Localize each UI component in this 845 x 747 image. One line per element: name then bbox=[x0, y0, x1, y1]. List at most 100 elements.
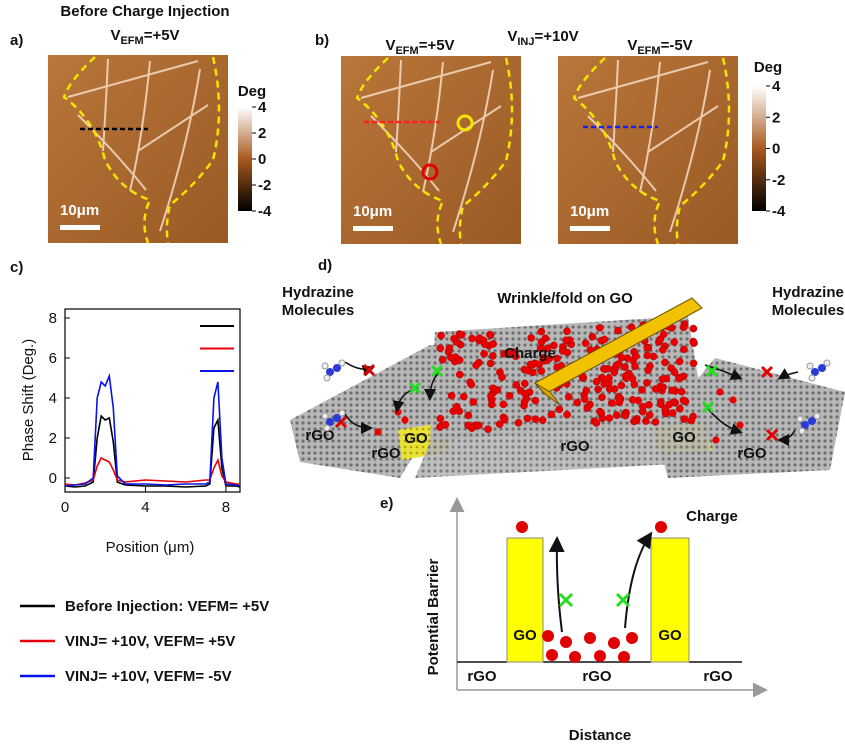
x-tick-label: 0 bbox=[61, 499, 69, 516]
scale-bar-label: 10μm bbox=[60, 202, 99, 219]
scale-bar-label: 10μm bbox=[570, 203, 609, 220]
charge-dot bbox=[475, 421, 483, 430]
charge-dot bbox=[659, 345, 667, 354]
charge-dot bbox=[592, 377, 601, 386]
data-line bbox=[64, 456, 240, 486]
charge-dot bbox=[621, 363, 629, 371]
pass-marks bbox=[408, 364, 719, 414]
charge-dot bbox=[486, 330, 494, 339]
charge-dot bbox=[498, 373, 506, 382]
go-label: GO bbox=[404, 430, 428, 447]
charge-dot bbox=[670, 338, 679, 346]
charge-dot bbox=[520, 397, 529, 406]
charge-dot bbox=[489, 384, 497, 393]
charge-dot bbox=[729, 396, 737, 404]
charge-dot bbox=[600, 364, 608, 373]
charge-dot bbox=[512, 381, 521, 389]
colorbar-tick-label: -2 bbox=[772, 172, 785, 189]
data-line bbox=[64, 372, 241, 487]
y-tick-label: 6 bbox=[49, 350, 57, 367]
charge-dot bbox=[621, 411, 630, 420]
charge-dot bbox=[484, 425, 492, 434]
charge-dot bbox=[563, 348, 572, 357]
charge-dot bbox=[489, 340, 498, 348]
charge-dot bbox=[531, 415, 540, 424]
charge-dot bbox=[679, 323, 688, 332]
charge-dot bbox=[527, 334, 536, 342]
charge-dot bbox=[437, 331, 445, 340]
rgo-label: rGO bbox=[737, 445, 767, 462]
y-tick-label: 8 bbox=[49, 310, 57, 327]
panel-label: e) bbox=[380, 495, 393, 512]
panel-label: d) bbox=[318, 257, 332, 274]
charge-dot bbox=[646, 411, 654, 419]
pass-marks bbox=[558, 592, 631, 608]
charge-dot bbox=[628, 395, 637, 404]
panel-a: a) Before Charge Injection VEFM=+5V 10μm… bbox=[10, 3, 266, 245]
charge-dot bbox=[656, 335, 665, 344]
go-barrier bbox=[506, 537, 544, 663]
charge-dot bbox=[675, 357, 684, 366]
charge-dot bbox=[486, 359, 495, 368]
charge-dot bbox=[651, 418, 660, 426]
molecule-label: Molecules bbox=[772, 302, 845, 319]
molecule-label: Hydrazine bbox=[772, 284, 844, 301]
charge-dot bbox=[638, 386, 646, 394]
charge-dot bbox=[675, 374, 684, 383]
rgo-label: rGO bbox=[305, 427, 335, 444]
y-tick-label: 4 bbox=[49, 390, 57, 407]
charge-dot bbox=[468, 424, 476, 432]
charge-dot bbox=[712, 436, 720, 444]
colorbar-label: Deg bbox=[754, 59, 782, 76]
charge-dot bbox=[630, 380, 639, 389]
charge-dot bbox=[736, 421, 744, 429]
charge-dot bbox=[480, 349, 488, 358]
charge-dot bbox=[598, 393, 606, 402]
rgo-label: rGO bbox=[467, 668, 497, 685]
colorbar-tick-label: 2 bbox=[258, 125, 266, 142]
charge-dot bbox=[581, 339, 590, 348]
charge-dot bbox=[643, 378, 651, 387]
charge-dot bbox=[452, 402, 461, 411]
charge-dot bbox=[676, 404, 684, 413]
charge-dot bbox=[565, 392, 573, 401]
charge-dot bbox=[468, 334, 476, 343]
charge-dot bbox=[464, 411, 473, 420]
charge-dot bbox=[521, 379, 529, 388]
charge-dot bbox=[547, 410, 556, 419]
legend-label: VINJ= +10V, VEFM= +5V bbox=[65, 633, 235, 650]
colorbar-tick-label: -4 bbox=[258, 203, 272, 220]
colorbar bbox=[752, 86, 766, 211]
charge-dot bbox=[670, 368, 679, 377]
condition: VEFM=-5V bbox=[627, 37, 692, 57]
charge-dot bbox=[643, 351, 652, 360]
charge-dot bbox=[614, 360, 623, 368]
legend-label: Before Injection: VEFM= +5V bbox=[65, 598, 269, 615]
charge-dot bbox=[680, 345, 688, 354]
go-label: GO bbox=[658, 627, 682, 644]
panel-b: b) VEFM=+5V VINJ=+10V VEFM=-5V 10μm 10μm… bbox=[315, 28, 782, 246]
charge-dot bbox=[615, 398, 624, 407]
charge-dot bbox=[553, 354, 561, 363]
rgo-label: rGO bbox=[371, 445, 401, 462]
charge-dot bbox=[643, 343, 652, 352]
charge-dot bbox=[526, 360, 535, 369]
charge-dot bbox=[608, 399, 616, 407]
charge-dot bbox=[436, 344, 445, 353]
charge-dot bbox=[592, 419, 601, 427]
rgo-label: rGO bbox=[703, 668, 733, 685]
charge-dot bbox=[617, 353, 626, 362]
colorbar bbox=[238, 107, 252, 211]
charge-dot bbox=[447, 391, 456, 400]
charge-dot bbox=[689, 337, 698, 346]
charge-dot bbox=[436, 414, 445, 423]
charge-dot bbox=[594, 385, 602, 394]
y-tick-label: 0 bbox=[49, 470, 57, 487]
charge-dot bbox=[524, 366, 533, 375]
charge-dot bbox=[531, 396, 540, 405]
marker-circle bbox=[421, 163, 439, 181]
colorbar-tick-label: 4 bbox=[772, 78, 781, 95]
charge-dot bbox=[455, 370, 464, 379]
charge-dot bbox=[563, 410, 571, 419]
charge-dot bbox=[472, 361, 480, 370]
